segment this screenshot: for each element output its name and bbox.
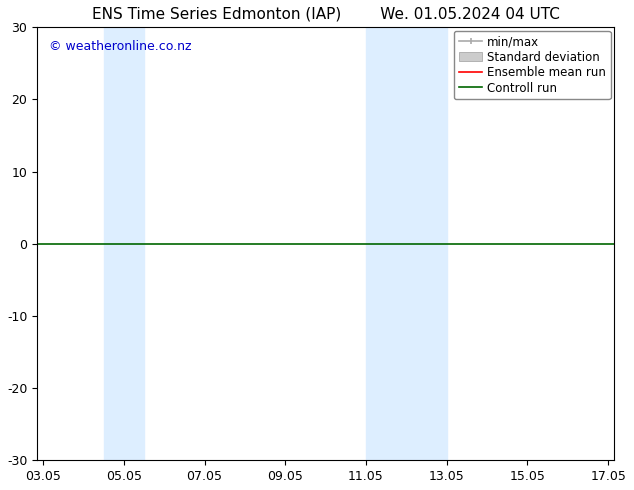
Legend: min/max, Standard deviation, Ensemble mean run, Controll run: min/max, Standard deviation, Ensemble me… bbox=[454, 31, 611, 99]
Bar bbox=[366, 27, 447, 460]
Title: ENS Time Series Edmonton (IAP)        We. 01.05.2024 04 UTC: ENS Time Series Edmonton (IAP) We. 01.05… bbox=[92, 7, 560, 22]
Text: © weatheronline.co.nz: © weatheronline.co.nz bbox=[49, 40, 191, 53]
Bar bbox=[103, 27, 144, 460]
